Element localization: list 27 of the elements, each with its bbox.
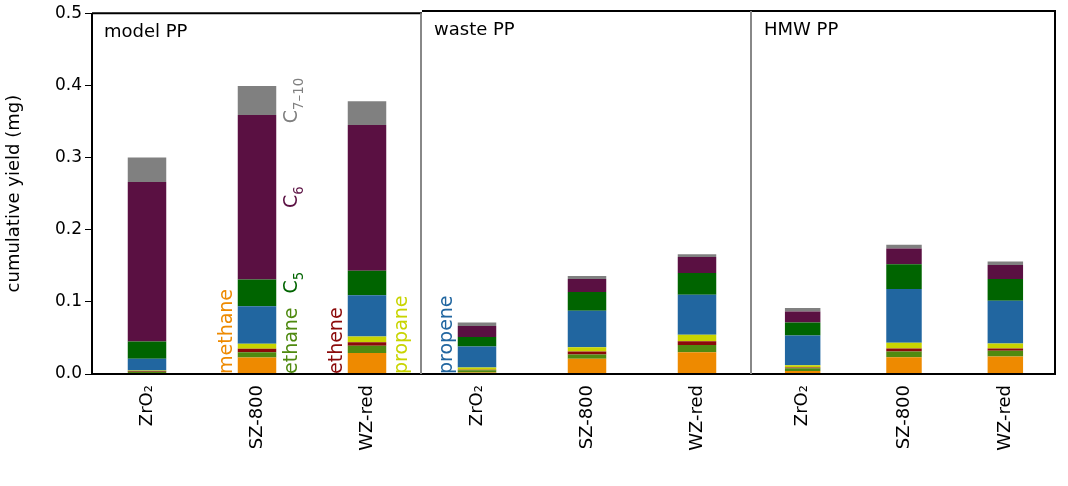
y-tick-label: 0.3 (54, 145, 82, 166)
y-tick-label: 0.1 (54, 290, 82, 311)
x-tick-label: SZ-800 (574, 385, 596, 450)
text: propane (389, 295, 412, 374)
x-tick-label: ZrO₂ (134, 385, 156, 427)
chart-title: HMW PP (764, 17, 839, 39)
text: ethene (323, 307, 346, 374)
text: C7–10 (279, 77, 306, 124)
x-tick-label: ZrO₂ (464, 385, 486, 427)
x-tick-label: WZ-red (354, 385, 376, 451)
y-tick-label: 0.2 (54, 218, 82, 239)
x-tick-label: SZ-800 (891, 385, 913, 450)
y-tick-label: 0.4 (54, 73, 82, 94)
y-tick-label: 0.5 (54, 1, 82, 22)
x-tick-label: WZ-red (993, 385, 1015, 451)
chart-title: waste PP (434, 17, 515, 39)
text: C5 (279, 271, 306, 294)
text: methane (213, 288, 236, 374)
y-tick-label: 0.0 (54, 362, 82, 383)
x-tick-label: ZrO₂ (790, 385, 812, 427)
text: propene (433, 295, 456, 374)
text: ethane (279, 307, 302, 374)
chart-title: model PP (104, 19, 188, 41)
x-tick-label: SZ-800 (244, 385, 266, 450)
text: C6 (279, 186, 306, 209)
x-tick-label: WZ-red (684, 385, 706, 451)
y-axis-title: cumulative yield (mg) (2, 94, 24, 293)
